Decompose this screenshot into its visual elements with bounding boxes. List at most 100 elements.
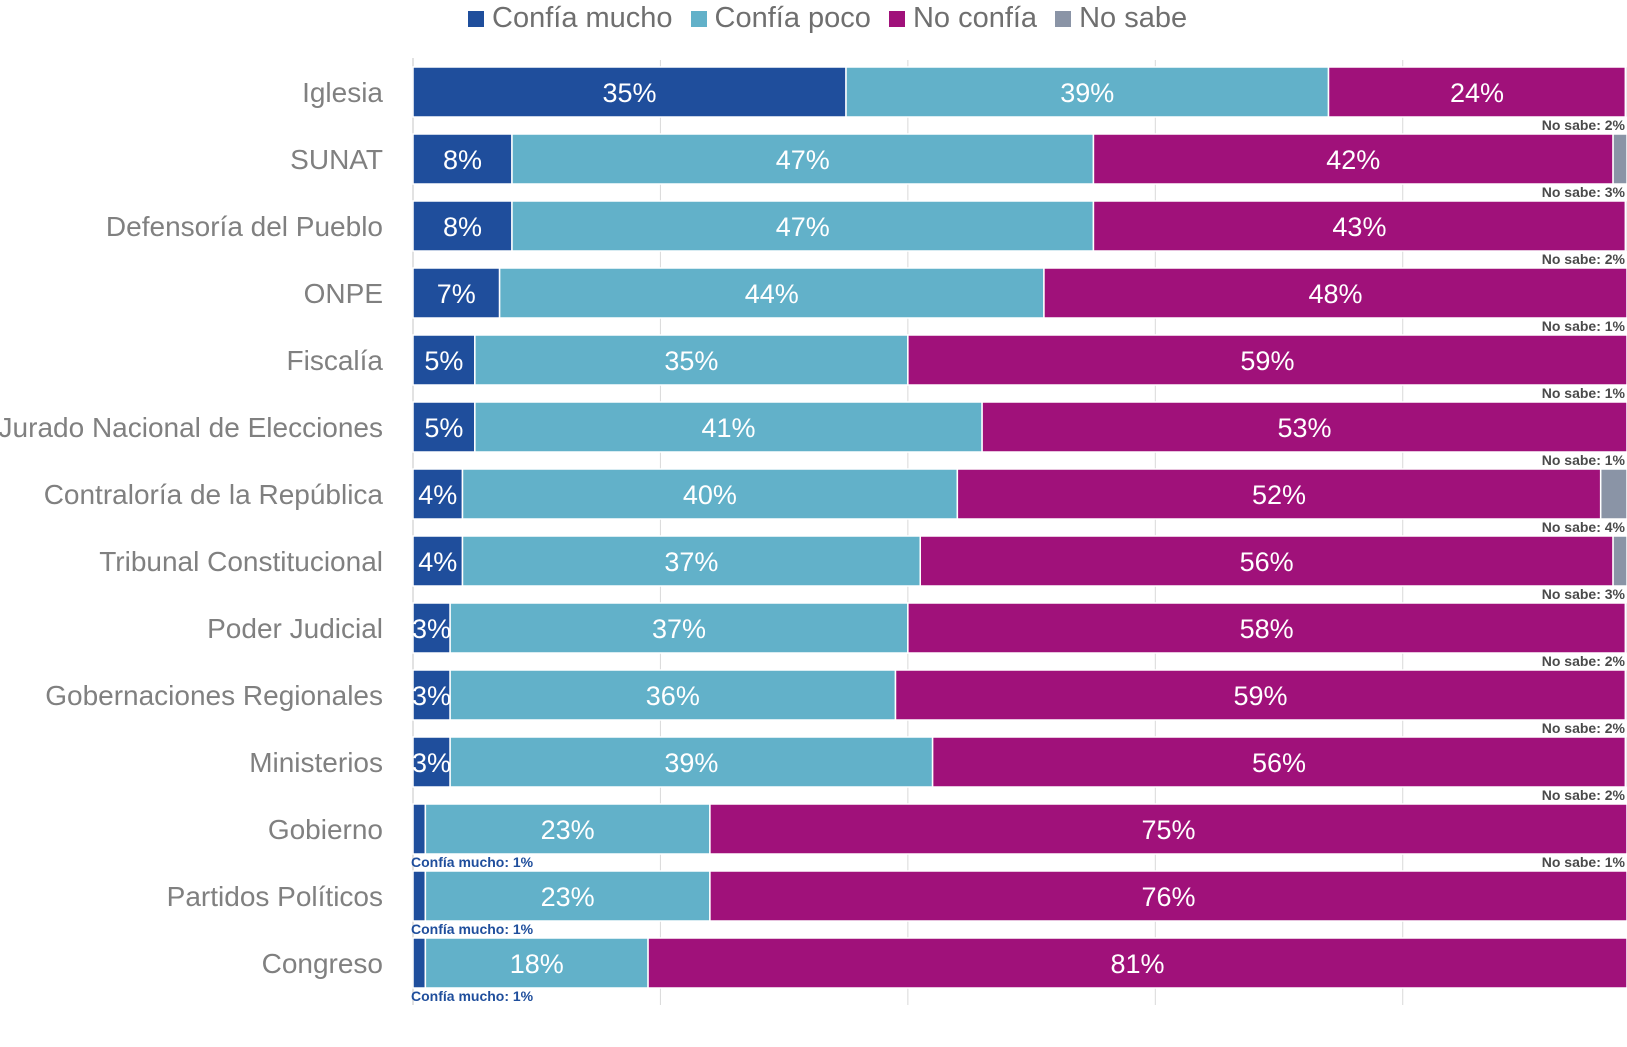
category-label: Gobierno <box>268 814 383 845</box>
data-label: 8% <box>443 212 482 242</box>
data-label: 40% <box>683 480 737 510</box>
annotation-no-sabe: No sabe: 1% <box>1542 385 1626 401</box>
data-label: 75% <box>1141 815 1195 845</box>
annotation-confia-mucho: Confía mucho: 1% <box>411 921 534 937</box>
bar-segment <box>1612 133 1627 185</box>
data-label: 58% <box>1240 614 1294 644</box>
bar-segment <box>1599 468 1627 520</box>
bar-segment <box>511 133 1095 185</box>
legend-swatch-confia-poco <box>690 10 707 27</box>
annotation-no-sabe: No sabe: 2% <box>1542 653 1626 669</box>
data-label: 48% <box>1308 279 1362 309</box>
bar-segment <box>412 401 476 453</box>
bar-segment <box>412 736 451 788</box>
bar-segment <box>474 401 983 453</box>
annotation-no-sabe: No sabe: 2% <box>1542 251 1626 267</box>
bar-segment <box>1092 133 1614 185</box>
bar-segment <box>709 870 1627 922</box>
data-label: 44% <box>745 279 799 309</box>
data-label: 8% <box>443 145 482 175</box>
annotation-no-sabe: No sabe: 2% <box>1542 787 1626 803</box>
category-label: Ministerios <box>249 747 383 778</box>
data-label: 5% <box>424 346 463 376</box>
bar-segment <box>1624 736 1627 788</box>
category-label: Contraloría de la República <box>44 479 384 510</box>
data-label: 37% <box>652 614 706 644</box>
annotation-confia-mucho: Confía mucho: 1% <box>411 854 534 870</box>
bar-segment <box>412 937 427 989</box>
legend-label-no-sabe: No sabe <box>1079 2 1188 34</box>
data-label: 59% <box>1240 346 1294 376</box>
legend-item-no-confia: No confía <box>888 2 1037 35</box>
bar-segment <box>412 66 847 118</box>
data-label: 3% <box>412 681 451 711</box>
category-label: Defensoría del Pueblo <box>106 211 383 242</box>
bar-segment <box>956 468 1602 520</box>
bar-segment <box>449 602 909 654</box>
data-label: 81% <box>1111 949 1165 979</box>
category-label: Iglesia <box>302 77 383 108</box>
bar-segment <box>1624 602 1627 654</box>
data-label: 35% <box>602 78 656 108</box>
bar-segment <box>412 468 464 520</box>
annotation-no-sabe: No sabe: 1% <box>1542 452 1626 468</box>
bar-segment <box>907 602 1627 654</box>
legend-swatch-no-sabe <box>1055 10 1072 27</box>
legend-label-confia-mucho: Confía mucho <box>492 2 673 34</box>
annotation-no-sabe: No sabe: 2% <box>1542 720 1626 736</box>
bar-segment <box>1043 267 1627 319</box>
category-label: Congreso <box>262 948 383 979</box>
bar-segment <box>449 669 897 721</box>
bar-segment <box>424 870 711 922</box>
bar-segment <box>1624 66 1627 118</box>
data-label: 39% <box>664 748 718 778</box>
category-label: Poder Judicial <box>207 613 383 644</box>
bar-segment <box>1092 200 1627 252</box>
annotation-no-sabe: No sabe: 1% <box>1542 854 1626 870</box>
bar-segment <box>424 803 711 855</box>
legend-swatch-no-confia <box>888 10 905 27</box>
legend-item-no-sabe: No sabe <box>1055 2 1187 35</box>
bar-segment <box>412 870 427 922</box>
data-label: 23% <box>541 815 595 845</box>
legend-item-confia-mucho: Confía mucho <box>468 2 673 35</box>
bar-segment <box>511 200 1095 252</box>
bar-segment <box>474 334 909 386</box>
data-label: 47% <box>776 145 830 175</box>
bar-segment <box>412 669 451 721</box>
bar-segment <box>412 535 464 587</box>
data-label: 52% <box>1252 480 1306 510</box>
bar-segment <box>709 803 1627 855</box>
legend: Confía mucho Confía poco No confía No sa… <box>468 2 1205 35</box>
category-label: Fiscalía <box>287 345 384 376</box>
bar-segment <box>894 669 1627 721</box>
data-label: 41% <box>701 413 755 443</box>
data-label: 4% <box>418 480 457 510</box>
bar-segment <box>1612 535 1627 587</box>
bar-segment <box>981 401 1627 453</box>
legend-item-confia-poco: Confía poco <box>690 2 871 35</box>
category-label: ONPE <box>304 278 383 309</box>
annotation-no-sabe: No sabe: 3% <box>1542 586 1626 602</box>
bar-segment <box>412 334 476 386</box>
category-label: Tribunal Constitucional <box>99 546 383 577</box>
data-label: 53% <box>1278 413 1332 443</box>
data-label: 56% <box>1240 547 1294 577</box>
bar-segment <box>647 937 1627 989</box>
bar-segment <box>412 267 501 319</box>
data-label: 5% <box>424 413 463 443</box>
data-label: 7% <box>437 279 476 309</box>
data-label: 3% <box>412 614 451 644</box>
bar-segment <box>412 803 427 855</box>
bar-segment <box>412 200 513 252</box>
annotation-confia-mucho: Confía mucho: 1% <box>411 988 534 1004</box>
data-label: 76% <box>1141 882 1195 912</box>
bar-segment <box>931 736 1627 788</box>
bar-segment <box>1624 669 1627 721</box>
annotation-no-sabe: No sabe: 4% <box>1542 519 1626 535</box>
annotation-no-sabe: No sabe: 2% <box>1542 117 1626 133</box>
category-label: Gobernaciones Regionales <box>45 680 383 711</box>
data-label: 23% <box>541 882 595 912</box>
